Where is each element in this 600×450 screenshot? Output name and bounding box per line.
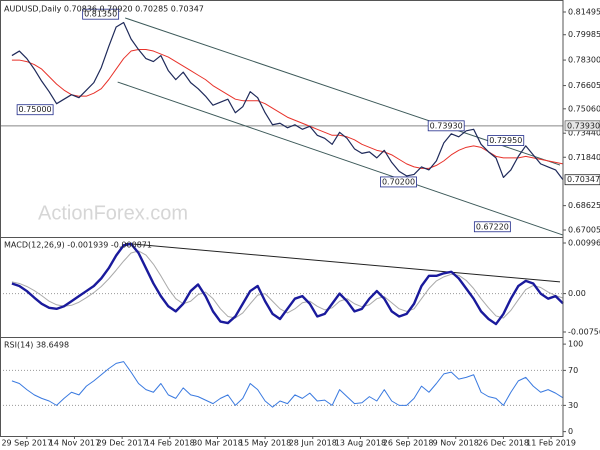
annotation-label: 0.67220 [476, 222, 509, 231]
y-tick-label: 100 [568, 340, 583, 349]
y-tick-label: 0.009964 [568, 239, 600, 248]
panel-title: MACD(12,26,9) -0.001939 -0.000871 [4, 241, 152, 250]
annotation-label: 0.73930 [430, 121, 463, 130]
x-tick-label: 13 Aug 2018 [335, 439, 386, 448]
x-tick-label: 26 Sep 2018 [383, 439, 434, 448]
level-label-box [564, 120, 600, 132]
y-tick-label: 0.00 [568, 289, 586, 298]
y-tick-label: 0.67005 [568, 226, 600, 235]
x-tick-label: 14 Nov 2017 [49, 439, 100, 448]
annotation-box [427, 120, 465, 132]
panel-title: AUDUSD,Daily 0.70836 0.70920 0.70285 0.7… [4, 5, 204, 14]
annotation-label: 0.72950 [489, 136, 522, 145]
series-line [11, 21, 564, 181]
series-line [11, 49, 564, 169]
last-price-box [564, 174, 600, 186]
x-tick-label: 15 May 2018 [239, 439, 291, 448]
x-tick-label: 28 Jun 2018 [289, 439, 337, 448]
x-tick-label: 14 Feb 2018 [145, 439, 195, 448]
x-tick-label: 26 Dec 2018 [478, 439, 529, 448]
last-price-label: 0.70347 [567, 175, 600, 184]
y-tick-label: 30 [568, 401, 578, 410]
plot-frame [0, 0, 564, 437]
series-line [11, 250, 564, 319]
level-label: 0.73930 [567, 121, 600, 130]
y-tick-label: -0.00756 [568, 327, 600, 336]
annotation-label: 0.81350 [84, 10, 117, 19]
y-tick-label: 0.79985 [568, 30, 600, 39]
y-tick-label: 0.71840 [568, 153, 600, 162]
series-line [11, 242, 564, 326]
x-tick-label: 11 Feb 2019 [526, 439, 576, 448]
y-tick-label: 0.76605 [568, 81, 600, 90]
y-tick-label: 0.81495 [568, 8, 600, 17]
trendline [117, 81, 564, 236]
trendline [125, 242, 561, 283]
annotation-box [82, 8, 120, 20]
annotation-label: 0.70200 [382, 177, 415, 186]
x-tick-label: 30 Mar 2018 [192, 439, 243, 448]
y-tick-label: 0.78300 [568, 56, 600, 65]
x-tick-label: 29 Dec 2017 [97, 439, 148, 448]
y-tick-label: 0.73440 [568, 129, 600, 138]
watermark: ActionForex.com [38, 202, 188, 224]
y-tick-label: 0.75060 [568, 104, 600, 113]
panel-title: RSI(14) 38.6498 [4, 341, 69, 350]
annotation-box [380, 176, 417, 188]
plot-layer: ActionForex.com 0.81495 0.79985 0.78300 0.76… [0, 5, 600, 448]
y-tick-label: 70 [568, 366, 578, 375]
annotation-box [487, 135, 525, 146]
y-tick-label: 0 [568, 427, 573, 436]
series-line [11, 361, 564, 408]
annotation-label: 0.75000 [19, 105, 52, 114]
x-tick-label: 29 Sep 2017 [1, 439, 52, 448]
x-tick-label: 9 Nov 2018 [433, 439, 479, 448]
annotation-box [16, 104, 54, 116]
annotation-box [473, 221, 511, 233]
y-tick-label: 0.68625 [568, 201, 600, 210]
